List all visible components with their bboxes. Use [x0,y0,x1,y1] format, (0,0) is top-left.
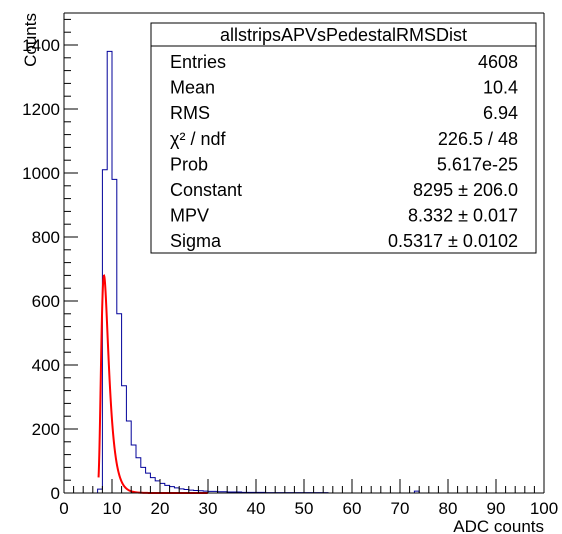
stats-value: 8.332 ± 0.017 [408,206,518,226]
stats-label: Constant [170,180,242,200]
stats-label: Mean [170,78,215,98]
stats-label: RMS [170,103,210,123]
x-tick-label: 20 [151,499,170,518]
stats-label: χ² / ndf [170,129,226,149]
stats-value: 8295 ± 206.0 [413,180,518,200]
fit-curve [97,274,208,494]
y-tick-label: 0 [51,484,60,503]
x-tick-label: 90 [487,499,506,518]
x-tick-label: 10 [103,499,122,518]
y-axis-title: Counts [21,13,40,67]
y-tick-label: 1000 [22,164,60,183]
stats-value: 4608 [478,52,518,72]
stats-label: Prob [170,154,208,174]
x-tick-label: 30 [199,499,218,518]
stats-label: Entries [170,52,226,72]
x-axis-title: ADC counts [453,517,544,534]
stats-value: 5.617e-25 [437,154,518,174]
stats-box: allstripsAPVsPedestalRMSDist Entries 4608 M… [150,22,537,254]
x-tick-label: 100 [530,499,558,518]
stats-value: 10.4 [483,78,518,98]
x-tick-label: 70 [391,499,410,518]
y-tick-label: 1200 [22,100,60,119]
stats-box-title: allstripsAPVsPedestalRMSDist [220,25,467,45]
x-tick-label: 50 [295,499,314,518]
x-tick-label: 40 [247,499,266,518]
x-tick-label: 60 [343,499,362,518]
y-tick-label: 1400 [22,36,60,55]
stats-label: Sigma [170,231,222,251]
x-tick-label: 80 [439,499,458,518]
stats-box-frame [150,22,537,254]
y-tick-label: 400 [32,356,60,375]
stats-value: 226.5 / 48 [438,129,518,149]
y-tick-label: 800 [32,228,60,247]
axes-layer: 0 10 20 30 40 50 60 70 80 90 100020040060080010001… [21,12,558,534]
y-tick-label: 600 [32,292,60,311]
fit-layer [97,274,208,494]
x-tick-label: 0 [59,499,68,518]
stats-label: MPV [170,206,209,226]
stats-value: 6.94 [483,103,518,123]
stats-value: 0.5317 ± 0.0102 [388,231,518,251]
y-tick-label: 200 [32,420,60,439]
